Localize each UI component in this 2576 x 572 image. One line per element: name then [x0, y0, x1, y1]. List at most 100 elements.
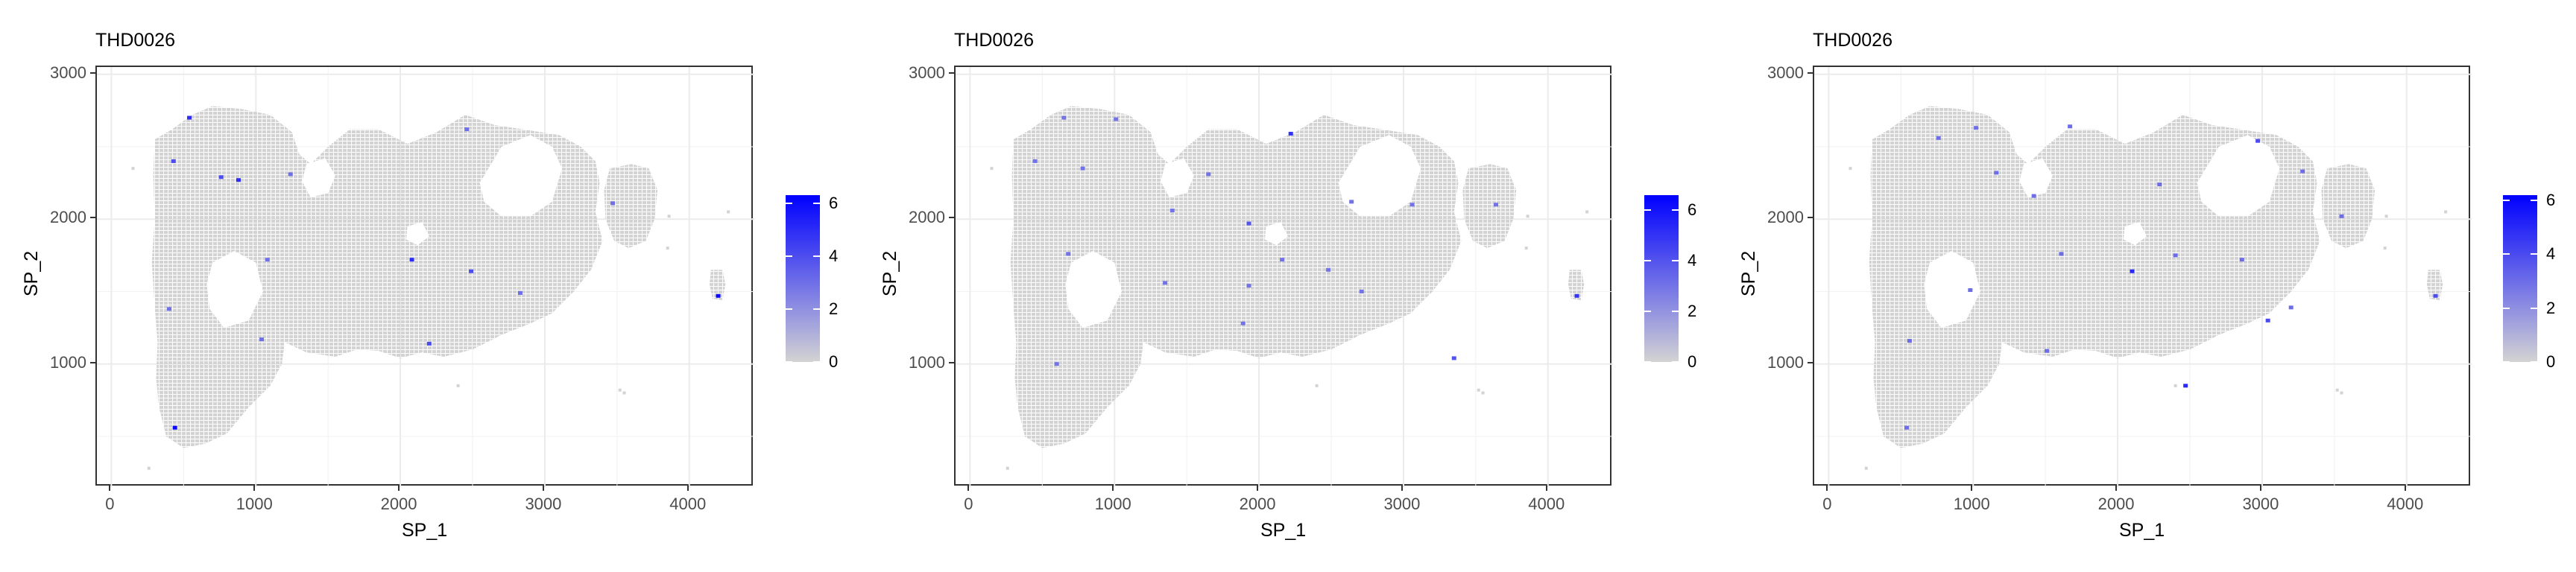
legend-tick-label: 4 [829, 246, 839, 265]
tissue-region-3 [2426, 270, 2443, 301]
spot-outlier [667, 214, 671, 218]
expression-point [1409, 203, 1415, 207]
tissue-region-2 [604, 164, 658, 249]
legend-tick-label: 2 [829, 299, 839, 318]
spot-outlier [1481, 391, 1485, 395]
y-tick-mark [90, 72, 95, 74]
x-tick-mark [109, 486, 111, 491]
expression-point [716, 293, 721, 298]
legend-tick-mark [786, 255, 792, 257]
legend-tick-label: 6 [829, 193, 839, 212]
expression-point [1066, 252, 1071, 256]
expression-point [469, 269, 474, 273]
legend-tick-mark [813, 255, 820, 257]
chart-panel-2: THD0026 1000 2000 3000 0 1000 2000 3000 4000 SP_1… [859, 0, 1717, 572]
spot-outlier [2174, 384, 2177, 387]
expression-point [2031, 194, 2036, 198]
y-axis-title: SP_2 [880, 250, 900, 296]
legend-tick-label: 0 [2546, 352, 2556, 371]
y-tick-mark [1808, 72, 1813, 74]
spot-outlier [990, 167, 994, 171]
expression-point [1974, 126, 1979, 130]
expression-point [2433, 293, 2438, 298]
tissue-gap-2 [1065, 250, 1122, 328]
expression-point [1240, 321, 1246, 325]
x-tick-label: 2000 [380, 495, 417, 513]
expression-point [1280, 258, 1285, 262]
spot-outlier [2383, 247, 2387, 250]
y-tick-label: 3000 [1767, 63, 1804, 82]
legend-tick-mark [2531, 200, 2537, 202]
x-tick-label: 0 [1822, 495, 1832, 513]
spot-outlier [1315, 384, 1319, 387]
legend-tick-mark [2503, 200, 2510, 202]
expression-point [426, 341, 432, 346]
x-tick-mark [542, 486, 544, 491]
legend-tick-mark [2503, 253, 2510, 255]
legend-tick-label: 0 [829, 352, 839, 371]
tissue-gap-1 [479, 135, 563, 217]
spot-outlier [131, 167, 135, 171]
legend-tick-label: 4 [2546, 244, 2556, 264]
expression-point [1169, 209, 1175, 213]
expression-point [1451, 356, 1456, 360]
plot-svg [956, 67, 1613, 487]
expression-point [2239, 258, 2244, 262]
expression-point [1080, 166, 1085, 171]
x-tick-mark [398, 486, 400, 491]
legend-tick-mark [1644, 361, 1651, 363]
x-tick-mark [1112, 486, 1114, 491]
y-tick-label: 1000 [909, 352, 945, 372]
tissue-gap-3 [1161, 158, 1194, 198]
legend-tick-mark [1644, 209, 1651, 212]
expression-point [464, 127, 470, 132]
expression-point [1968, 288, 1973, 293]
legend-tick-label: 0 [1688, 352, 1697, 371]
legend-tick-mark [813, 308, 820, 310]
expression-point [1493, 203, 1498, 207]
x-tick-label: 0 [964, 495, 973, 513]
spot-outlier [2335, 388, 2339, 392]
legend-tick-mark [813, 361, 820, 363]
tissue-gap-2 [206, 250, 263, 328]
legend-tick-mark [2531, 307, 2537, 309]
tissue-gap-4 [1264, 222, 1288, 246]
plot-svg [1814, 67, 2472, 487]
legend-tick-mark [1672, 260, 1679, 262]
plot-area [954, 66, 1613, 487]
expression-point [1163, 281, 1168, 285]
expression-point [259, 337, 264, 342]
tissue-gap-2 [1924, 250, 1980, 328]
expression-point [2173, 253, 2178, 258]
legend-colorbar [1644, 195, 1679, 362]
x-tick-mark [967, 486, 970, 491]
expression-point [1574, 293, 1579, 298]
y-tick-mark [1808, 217, 1813, 219]
expression-point [187, 115, 192, 120]
expression-point [1246, 284, 1251, 288]
legend-tick-mark [2531, 253, 2537, 255]
expression-point [1907, 339, 1912, 343]
legend-tick-mark [2531, 361, 2537, 363]
x-tick-mark [2115, 486, 2118, 491]
legend-colorbar [786, 195, 820, 362]
y-tick-mark [949, 361, 954, 363]
y-axis-title: SP_2 [1738, 250, 1759, 296]
x-tick-mark [2259, 486, 2261, 491]
y-tick-mark [90, 217, 95, 219]
x-tick-mark [1545, 486, 1547, 491]
legend-tick-mark [2503, 307, 2510, 309]
expression-point [1114, 117, 1119, 121]
spot-outlier [1526, 214, 1530, 218]
expression-point [2130, 269, 2135, 273]
expression-point [1206, 172, 1211, 177]
expression-point [1288, 131, 1293, 136]
y-tick-mark [949, 217, 954, 219]
plot-area [95, 66, 754, 487]
legend-tick-label: 6 [2546, 191, 2556, 210]
expression-point [166, 307, 171, 311]
expression-point [236, 178, 241, 182]
legend-tick-mark [786, 308, 792, 310]
expression-point [2255, 139, 2261, 143]
spot-outlier [1849, 167, 1852, 171]
